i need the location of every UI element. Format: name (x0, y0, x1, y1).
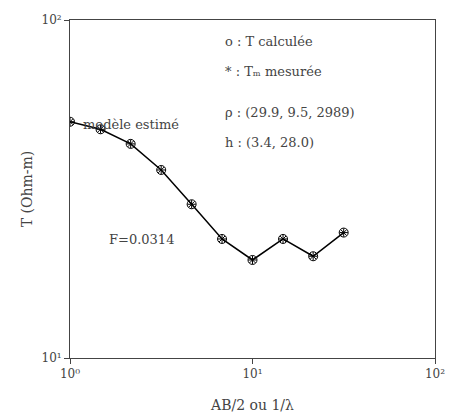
svg-text:T (Ohm-m): T (Ohm-m) (19, 151, 35, 228)
svg-text:10²: 10² (42, 13, 62, 27)
svg-text:10²: 10² (425, 367, 445, 381)
svg-text:10¹: 10¹ (42, 351, 62, 365)
svg-text:modèle estimé: modèle estimé (83, 117, 179, 132)
svg-text:AB/2 ou 1/λ: AB/2 ou 1/λ (210, 397, 294, 413)
svg-text:F=0.0314: F=0.0314 (109, 232, 174, 247)
svg-text:* : Tₘ mesurée: * : Tₘ mesurée (225, 64, 322, 79)
svg-text:10¹: 10¹ (242, 367, 262, 381)
svg-text:10⁰: 10⁰ (60, 367, 80, 381)
svg-text:ρ : (29.9, 9.5, 2989): ρ : (29.9, 9.5, 2989) (225, 105, 355, 120)
svg-text:o : T calculée: o : T calculée (225, 34, 313, 49)
svg-text:h : (3.4, 28.0): h : (3.4, 28.0) (225, 135, 314, 150)
